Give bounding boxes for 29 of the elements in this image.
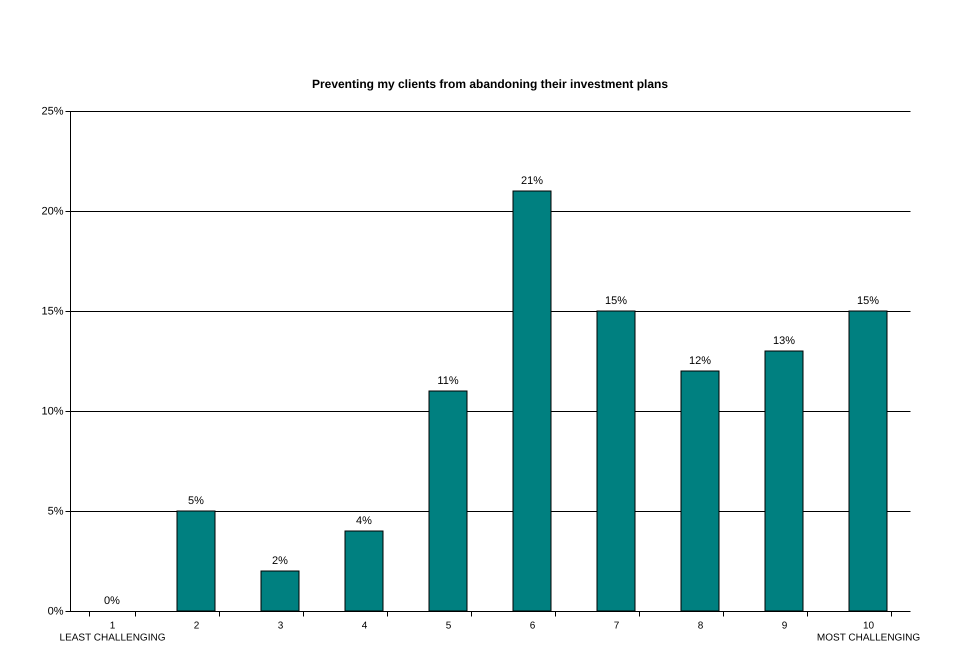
x-tick-label: 7	[614, 620, 620, 632]
data-label: 2%	[272, 555, 288, 567]
data-label: 12%	[688, 355, 712, 367]
x-tick-label: 9	[782, 620, 788, 632]
chart-title: Preventing my clients from abandoning their investment plans	[312, 77, 668, 91]
y-tick-label: 5%	[48, 506, 64, 518]
bar	[344, 530, 384, 612]
data-label: 0%	[104, 595, 120, 607]
y-tick-label: 0%	[48, 606, 64, 618]
data-label: 15%	[856, 295, 880, 307]
x-tick-label: 3	[278, 620, 284, 632]
x-tick-label: 1 LEAST CHALLENGING	[60, 620, 166, 644]
y-tick-label: 10%	[41, 406, 64, 418]
data-label: 13%	[772, 335, 796, 347]
y-tick-label: 25%	[41, 106, 64, 118]
data-label: 15%	[604, 295, 628, 307]
y-tick-label: 15%	[41, 306, 64, 318]
data-label: 4%	[356, 515, 372, 527]
data-label: 11%	[437, 375, 459, 387]
x-tick-label: 8	[698, 620, 704, 632]
x-tick-label: 10 MOST CHALLENGING	[816, 620, 920, 644]
bar	[260, 570, 300, 612]
y-tick-label: 20%	[41, 206, 64, 218]
x-tick-label: 5	[446, 620, 452, 632]
x-tick-label: 6	[530, 620, 536, 632]
x-tick-label: 4	[362, 620, 368, 632]
x-tick-label: 2	[194, 620, 200, 632]
data-label: 21%	[520, 175, 544, 187]
data-label: 5%	[188, 495, 204, 507]
